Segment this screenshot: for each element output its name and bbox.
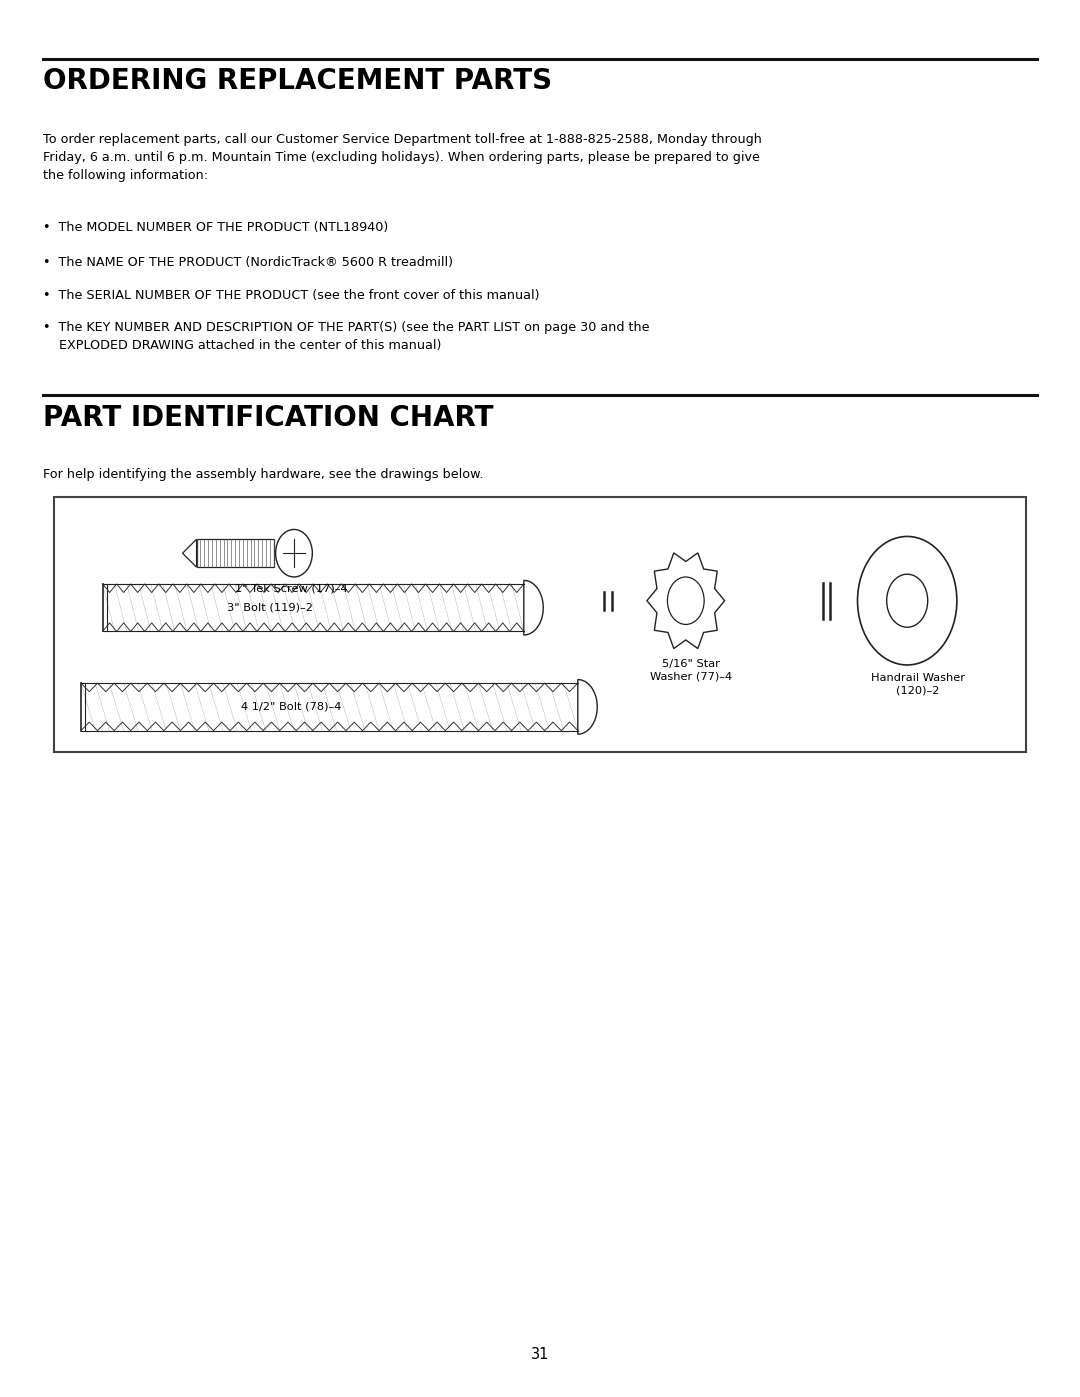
Text: Handrail Washer
(120)–2: Handrail Washer (120)–2 <box>870 673 966 696</box>
Text: •  The SERIAL NUMBER OF THE PRODUCT (see the front cover of this manual): • The SERIAL NUMBER OF THE PRODUCT (see … <box>43 289 540 302</box>
Text: PART IDENTIFICATION CHART: PART IDENTIFICATION CHART <box>43 404 494 432</box>
Circle shape <box>275 529 312 577</box>
Text: For help identifying the assembly hardware, see the drawings below.: For help identifying the assembly hardwa… <box>43 468 484 481</box>
Polygon shape <box>524 580 543 636</box>
Text: To order replacement parts, call our Customer Service Department toll-free at 1-: To order replacement parts, call our Cus… <box>43 133 762 182</box>
Circle shape <box>667 577 704 624</box>
Bar <box>81 683 578 731</box>
Bar <box>103 584 524 631</box>
Text: •  The MODEL NUMBER OF THE PRODUCT (NTL18940): • The MODEL NUMBER OF THE PRODUCT (NTL18… <box>43 221 389 233</box>
Text: 4 1/2" Bolt (78)–4: 4 1/2" Bolt (78)–4 <box>242 701 341 712</box>
Text: •  The KEY NUMBER AND DESCRIPTION OF THE PART(S) (see the PART LIST on page 30 a: • The KEY NUMBER AND DESCRIPTION OF THE … <box>43 321 650 352</box>
Text: 5/16" Star
Washer (77)–4: 5/16" Star Washer (77)–4 <box>650 659 732 682</box>
Text: 3" Bolt (119)–2: 3" Bolt (119)–2 <box>227 602 313 613</box>
Circle shape <box>887 574 928 627</box>
Text: 1" Tek Screw (17)–4: 1" Tek Screw (17)–4 <box>235 584 348 594</box>
Circle shape <box>858 536 957 665</box>
Bar <box>197 539 274 567</box>
Text: •  The NAME OF THE PRODUCT (NordicTrack® 5600 R treadmill): • The NAME OF THE PRODUCT (NordicTrack® … <box>43 256 454 268</box>
Text: 31: 31 <box>530 1347 550 1362</box>
Polygon shape <box>183 539 197 567</box>
Polygon shape <box>647 553 725 648</box>
Text: ORDERING REPLACEMENT PARTS: ORDERING REPLACEMENT PARTS <box>43 67 552 95</box>
Polygon shape <box>578 679 597 735</box>
Bar <box>54 497 1026 752</box>
